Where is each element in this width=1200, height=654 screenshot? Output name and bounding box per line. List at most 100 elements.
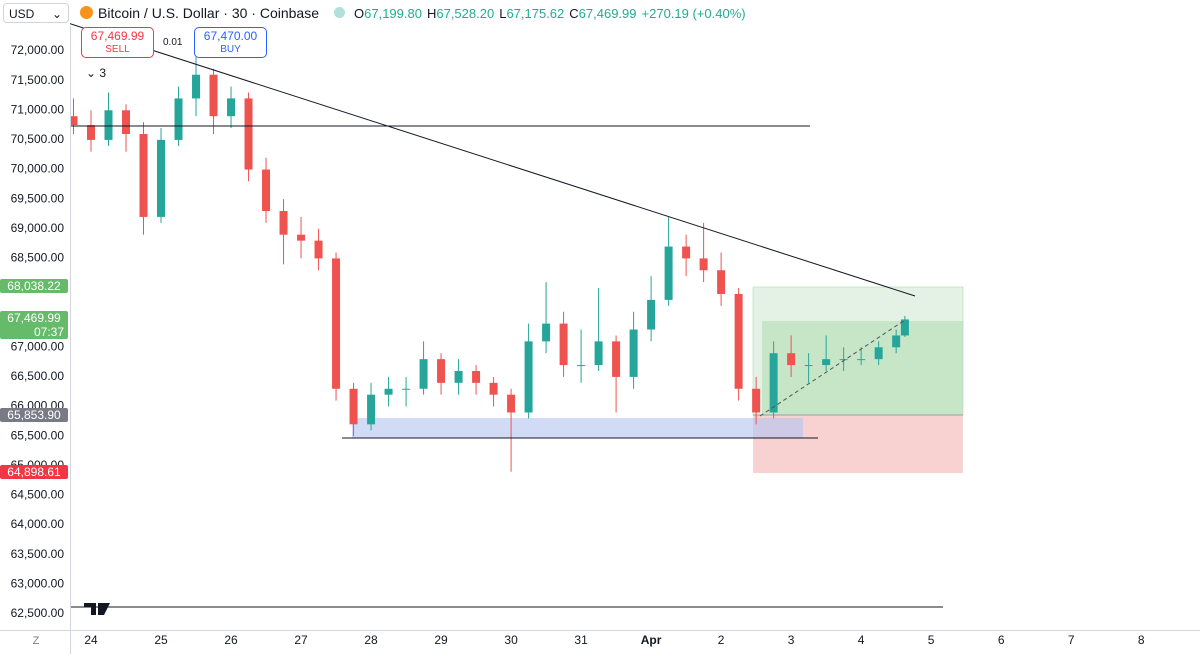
candle-body	[577, 365, 586, 367]
x-tick-label: 24	[84, 633, 98, 647]
price-tag-label: 64,898.61	[7, 464, 61, 479]
candle-body	[192, 74, 201, 99]
ohlc: O67,199.80 H67,528.20 L67,175.62 C67,469.99…	[354, 6, 751, 21]
candle-body	[314, 240, 323, 259]
price-tag: 65,853.90	[0, 408, 68, 423]
price-tag: 68,038.22	[0, 278, 68, 293]
sell-button[interactable]: 67,469.99 SELL	[81, 27, 154, 58]
y-tick-label: 70,000.00	[11, 162, 65, 176]
x-tick-label: 28	[364, 633, 378, 647]
buy-button[interactable]: 67,470.00 BUY	[194, 27, 267, 58]
ohlc-key: L	[499, 6, 507, 21]
candle-body	[752, 388, 761, 413]
x-tick-label: 25	[154, 633, 168, 647]
candle-body	[699, 258, 708, 271]
candle-body	[244, 98, 253, 170]
candle-body	[402, 388, 411, 390]
y-tick-label: 62,500.00	[11, 606, 65, 620]
y-tick-label: 64,500.00	[11, 488, 65, 502]
x-tick-label: 5	[928, 633, 935, 647]
candle-body	[139, 133, 148, 217]
x-tick-label: 7	[1068, 633, 1075, 647]
candle-body	[769, 353, 778, 413]
price-tag-label: 65,853.90	[7, 408, 61, 423]
symbol-select[interactable]: USD ⌄	[3, 3, 69, 23]
candle-body	[209, 74, 218, 117]
candle-body	[157, 139, 166, 217]
candle-body	[664, 246, 673, 300]
symbol: USD	[9, 7, 35, 21]
ohlc-key: C	[569, 6, 579, 21]
y-tick-label: 64,000.00	[11, 517, 65, 531]
candle-body	[472, 370, 481, 383]
candle-body	[717, 270, 726, 294]
indicator-toggle[interactable]: ⌄ 3	[86, 66, 106, 80]
candle-body	[454, 370, 463, 383]
candle-body	[69, 116, 78, 126]
candle-body	[489, 382, 498, 395]
candle-body	[332, 258, 341, 389]
candle-body	[787, 353, 796, 366]
price-tag-label: 68,038.22	[7, 278, 61, 293]
ohlc-value: 67,469.99	[578, 6, 637, 21]
target-fill	[762, 321, 963, 415]
x-tick-label: 31	[574, 633, 588, 647]
target-zone	[752, 286, 964, 416]
y-tick-label: 67,000.00	[11, 339, 65, 353]
status-dot	[334, 7, 345, 18]
candle-body	[559, 323, 568, 366]
price-tag: 67,469.99 07:37	[0, 311, 68, 340]
candle-body	[900, 319, 909, 336]
candle-body	[297, 234, 306, 241]
buy-label: BUY	[220, 44, 241, 55]
candle-body	[227, 98, 236, 117]
candle-body	[594, 341, 603, 366]
candle-body	[122, 110, 131, 134]
trend-line	[39, 13, 916, 297]
candles	[69, 56, 909, 472]
x-tick-label: 8	[1138, 633, 1145, 647]
candle-body	[822, 359, 831, 366]
spread: 0.01	[163, 37, 183, 48]
candle-body	[279, 211, 288, 235]
y-tick-label: 63,000.00	[11, 576, 65, 590]
logo	[84, 603, 110, 615]
x-tick-label: 3	[788, 633, 795, 647]
candle-body	[629, 329, 638, 377]
candle-body	[857, 359, 866, 361]
candle-body	[437, 359, 446, 383]
indicator-count: 3	[99, 66, 107, 80]
candle-body	[349, 388, 358, 425]
candle-body	[682, 246, 691, 259]
drawings-back	[352, 286, 964, 473]
y-tick-label: 70,500.00	[11, 132, 65, 146]
drawings-front	[39, 13, 943, 615]
x-tick-label: 26	[224, 633, 238, 647]
x-tick-label: 29	[434, 633, 448, 647]
y-tick-label: 65,500.00	[11, 428, 65, 442]
x-tick-label: 6	[998, 633, 1005, 647]
ohlc-value: 67,528.20	[436, 6, 495, 21]
y-tick-label: 69,500.00	[11, 191, 65, 205]
price-tag: 64,898.61	[0, 464, 68, 479]
candle-body	[524, 341, 533, 413]
coin-icon	[80, 6, 93, 19]
ohlc-value: 67,199.80	[364, 6, 422, 21]
candle-body	[612, 341, 621, 377]
candle-body	[874, 347, 883, 360]
candle-body	[174, 98, 183, 140]
projection-line	[759, 319, 906, 417]
candle-body	[367, 394, 376, 425]
price-tag-countdown: 07:37	[33, 325, 64, 340]
y-tick-label: 69,000.00	[11, 221, 65, 235]
candle-body	[734, 293, 743, 389]
y-tick-label: 71,500.00	[11, 73, 65, 87]
candle-body	[542, 323, 551, 342]
candle-body	[892, 335, 901, 348]
support-zone	[352, 418, 803, 438]
x-tick-label: Apr	[641, 633, 662, 647]
x-tick-label: 30	[504, 633, 518, 647]
